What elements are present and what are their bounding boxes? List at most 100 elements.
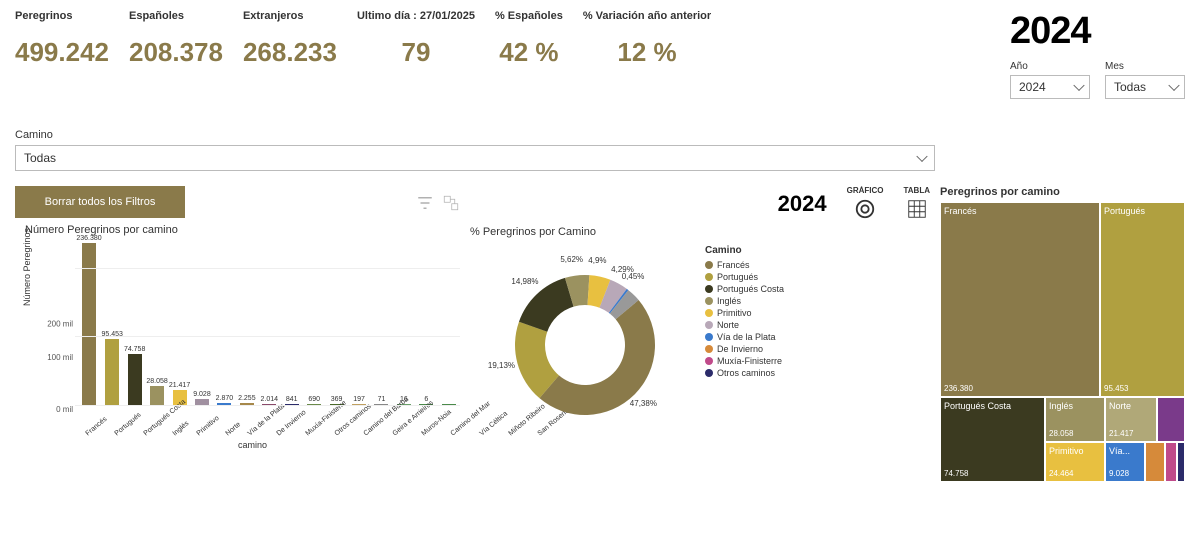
treemap[interactable]: Francés236.380Portugués95.453 Portugués C… <box>940 202 1185 482</box>
camino-filter-label: Camino <box>15 129 1185 141</box>
treemap-cell[interactable] <box>1177 442 1185 482</box>
kpi-extranjeros: Extranjeros 268.233 <box>243 10 337 99</box>
bar-item[interactable]: 2.255 <box>236 395 258 405</box>
camino-select[interactable]: Todas <box>15 145 935 171</box>
view-grafico[interactable]: GRÁFICO <box>847 186 884 221</box>
bar-item[interactable]: 2.014 <box>258 396 280 405</box>
bar-item[interactable]: 236.380 <box>77 235 101 406</box>
legend-swatch <box>705 309 713 317</box>
year-select[interactable]: 2024 <box>1010 75 1090 99</box>
y-axis-label: Número Peregrinos <box>22 228 32 306</box>
donut-slice[interactable] <box>539 300 655 415</box>
legend-item[interactable]: Otros caminos <box>705 368 784 378</box>
x-tick-label: Francés <box>82 414 107 438</box>
treemap-cell-value: 28.058 <box>1049 429 1073 438</box>
pie-title: % Peregrinos por Camino <box>470 226 930 238</box>
clear-filters-button[interactable]: Borrar todos los Filtros <box>15 186 185 218</box>
legend-swatch <box>705 321 713 329</box>
legend-item[interactable]: Portugués <box>705 272 784 282</box>
bar-chart[interactable]: Número Peregrinos 0 mil100 mil200 mil 23… <box>45 240 460 440</box>
treemap-cell[interactable]: Francés236.380 <box>940 202 1100 397</box>
treemap-cell[interactable] <box>1157 397 1185 442</box>
legend-item[interactable]: Portugués Costa <box>705 284 784 294</box>
view-tabla[interactable]: TABLA <box>903 186 930 221</box>
x-tick-label: Inglés <box>169 417 190 437</box>
legend-item[interactable]: Primitivo <box>705 308 784 318</box>
mid-year: 2024 <box>778 191 827 217</box>
donut-slice-label: 47,38% <box>630 399 657 408</box>
x-axis-label: camino <box>238 440 267 450</box>
treemap-cell-value: 95.453 <box>1104 384 1128 393</box>
bar-item[interactable]: 95.453 <box>101 331 123 405</box>
bar-item[interactable]: 690 <box>303 396 325 405</box>
x-tick-label: Norte <box>222 418 242 437</box>
legend-swatch <box>705 357 713 365</box>
treemap-cell[interactable]: Primitivo24.464 <box>1045 442 1105 482</box>
bar-rect <box>105 339 119 405</box>
legend: Camino Francés Portugués Portugués Costa In… <box>705 245 784 440</box>
treemap-cell-label: Inglés <box>1049 401 1101 411</box>
bar-value-label: 21.417 <box>169 382 190 389</box>
treemap-cell[interactable]: Vía...9.028 <box>1105 442 1145 482</box>
kpi-pct-variacion: % Variación año anterior 12 % <box>583 10 711 99</box>
bar-rect <box>128 354 142 405</box>
x-tick-label: Portugués Costa <box>140 414 165 438</box>
treemap-cell[interactable] <box>1165 442 1177 482</box>
month-select[interactable]: Todas <box>1105 75 1185 99</box>
kpi-label: Ultimo día : 27/01/2025 <box>357 10 475 22</box>
legend-item[interactable]: Vía de la Plata <box>705 332 784 342</box>
legend-swatch <box>705 273 713 281</box>
bar-value-label: 841 <box>286 396 298 403</box>
treemap-cell[interactable]: Portugués Costa 74.758 <box>940 397 1045 482</box>
treemap-title: Peregrinos por camino <box>940 186 1185 198</box>
legend-item[interactable]: Norte <box>705 320 784 330</box>
bar-item[interactable]: 841 <box>281 396 303 405</box>
treemap-cell[interactable] <box>1145 442 1165 482</box>
table-icon <box>905 197 929 221</box>
bar-item[interactable]: 71 <box>370 396 392 405</box>
legend-title: Camino <box>705 245 784 256</box>
treemap-cell-value: 236.380 <box>944 384 973 393</box>
bar-value-label: 2.870 <box>216 395 234 402</box>
bar-item[interactable]: 74.758 <box>123 346 145 405</box>
treemap-cell[interactable]: Portugués95.453 <box>1100 202 1185 397</box>
filter-icon[interactable] <box>416 194 434 212</box>
kpi-value: 42 % <box>495 37 563 68</box>
treemap-cell-label: Portugués Costa <box>944 401 1041 411</box>
legend-label: Otros caminos <box>717 368 775 378</box>
donut-chart[interactable]: 47,38%19,13%14,98%5,62%4,9%4,29%0,45% <box>470 240 695 440</box>
legend-item[interactable]: Francés <box>705 260 784 270</box>
legend-label: Vía de la Plata <box>717 332 776 342</box>
x-tick-label: Muxía-Finisterre <box>302 414 327 438</box>
legend-item[interactable]: Inglés <box>705 296 784 306</box>
donut-slice-label: 14,98% <box>511 277 538 286</box>
treemap-cell-value: 74.758 <box>944 469 968 478</box>
donut-slice-label: 0,45% <box>622 272 645 281</box>
kpi-pct-espanoles: % Españoles 42 % <box>495 10 563 99</box>
legend-item[interactable]: Muxía-Finisterre <box>705 356 784 366</box>
bar-item[interactable]: 9.028 <box>191 391 213 405</box>
kpi-value: 12 % <box>583 37 711 68</box>
kpi-label: Españoles <box>129 10 223 22</box>
x-tick-label: Muros-Noia <box>418 414 443 438</box>
bar-value-label: 74.758 <box>124 346 145 353</box>
focus-mode-icon[interactable] <box>442 194 460 212</box>
view-label: GRÁFICO <box>847 186 884 195</box>
legend-item[interactable]: De Invierno <box>705 344 784 354</box>
kpi-value: 208.378 <box>129 37 223 68</box>
legend-label: Francés <box>717 260 750 270</box>
treemap-cell-value: 24.464 <box>1049 469 1073 478</box>
x-tick-label: Otros caminos <box>331 414 356 438</box>
legend-label: De Invierno <box>717 344 763 354</box>
treemap-cell[interactable]: Inglés 28.058 <box>1045 397 1105 442</box>
legend-label: Portugués Costa <box>717 284 784 294</box>
filter-label: Mes <box>1105 61 1185 72</box>
bar-item[interactable]: 28.058 <box>146 378 168 405</box>
bar-item[interactable]: 2.870 <box>213 395 235 405</box>
legend-label: Primitivo <box>717 308 752 318</box>
kpi-value: 79 <box>357 37 475 68</box>
x-tick-label: Geira e Arrieiros <box>389 414 414 438</box>
treemap-cell-label: Norte <box>1109 401 1153 411</box>
treemap-cell[interactable]: Norte21.417 <box>1105 397 1157 442</box>
bar-value-label: 197 <box>353 396 365 403</box>
